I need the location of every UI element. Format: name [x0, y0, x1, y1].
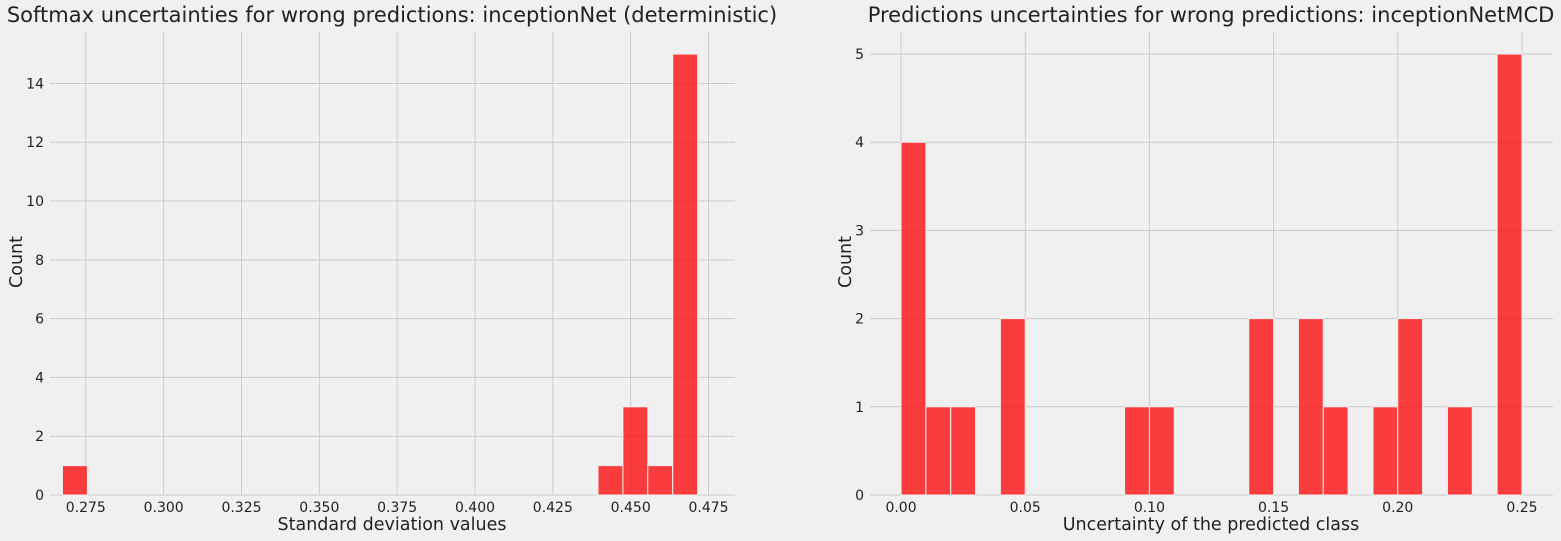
chart-left-y-tick-label: 10: [26, 194, 44, 210]
chart-left-y-tick-label: 6: [35, 312, 44, 328]
chart-right-y-tick-label: 1: [855, 400, 864, 416]
chart-left-x-tick-label: 0.475: [688, 500, 728, 516]
chart-right-bar: [1297, 318, 1324, 496]
chart-left-bar: [672, 53, 699, 496]
chart-right-bar: [925, 406, 952, 496]
chart-left-y-tick-label: 12: [26, 135, 44, 151]
chart-left-x-tick-label: 0.275: [66, 500, 106, 516]
chart-right-bar: [1372, 406, 1399, 496]
chart-right-bar: [1248, 318, 1275, 496]
chart-right: Predictions uncertainties for wrong pred…: [836, 3, 1554, 535]
chart-left-bar: [597, 465, 624, 496]
chart-left-x-tick-label: 0.325: [221, 500, 261, 516]
chart-right-title: Predictions uncertainties for wrong pred…: [868, 3, 1555, 27]
chart-right-bar: [900, 141, 927, 496]
chart-left-bar: [61, 465, 88, 496]
chart-left: Softmax uncertainties for wrong predicti…: [7, 3, 777, 535]
chart-right-x-tick-label: 0.10: [1134, 500, 1165, 516]
chart-left-x-tick-label: 0.300: [144, 500, 184, 516]
chart-left-grid: [50, 32, 735, 496]
chart-left-y-tick-label: 8: [35, 253, 44, 269]
chart-right-bar: [1124, 406, 1150, 496]
chart-right-y-tick-label: 2: [855, 312, 864, 328]
chart-right-bar: [1397, 318, 1424, 496]
chart-left-y-ticks: 0 2 4 6 8 10 12 14: [26, 76, 44, 504]
chart-right-bar: [999, 318, 1026, 496]
chart-right-y-tick-label: 0: [855, 488, 864, 504]
chart-right-bar: [1148, 406, 1175, 496]
chart-right-y-tick-label: 4: [855, 135, 864, 151]
chart-right-bar: [1496, 53, 1523, 496]
chart-right-bar: [1446, 406, 1473, 496]
chart-right-x-tick-label: 0.25: [1506, 500, 1537, 516]
chart-right-x-tick-label: 0.20: [1382, 500, 1413, 516]
chart-right-y-ticks: 0 1 2 3 4 5: [855, 47, 864, 504]
chart-left-x-tick-label: 0.350: [299, 500, 339, 516]
chart-left-x-tick-label: 0.425: [533, 500, 573, 516]
chart-left-y-tick-label: 4: [35, 370, 44, 386]
chart-left-x-tick-label: 0.375: [377, 500, 417, 516]
chart-left-y-tick-label: 14: [26, 76, 44, 92]
chart-left-x-ticks: 0.275 0.300 0.325 0.350 0.375 0.400 0.425 0.450…: [66, 500, 729, 516]
chart-left-bar: [647, 465, 674, 496]
chart-right-x-tick-label: 0.00: [885, 500, 916, 516]
chart-left-bars: [61, 53, 699, 496]
chart-right-bar: [1322, 406, 1349, 496]
chart-right-x-ticks: 0.00 0.05 0.10 0.15 0.20 0.25: [885, 500, 1537, 516]
chart-right-bars: [900, 53, 1523, 496]
chart-left-y-tick-label: 0: [35, 488, 44, 504]
chart-left-title: Softmax uncertainties for wrong predicti…: [7, 3, 777, 27]
chart-left-x-tick-label: 0.450: [611, 500, 651, 516]
chart-right-y-tick-label: 3: [855, 223, 864, 239]
chart-left-x-axis-label: Standard deviation values: [278, 515, 507, 535]
chart-left-bar: [622, 406, 649, 496]
chart-left-x-tick-label: 0.400: [455, 500, 495, 516]
chart-left-y-axis-label: Count: [7, 236, 27, 288]
chart-right-x-axis-label: Uncertainty of the predicted class: [1063, 515, 1360, 535]
chart-right-y-tick-label: 5: [855, 47, 864, 63]
chart-right-x-tick-label: 0.15: [1258, 500, 1289, 516]
chart-right-x-tick-label: 0.05: [1010, 500, 1041, 516]
chart-right-bar: [950, 406, 977, 496]
chart-left-y-tick-label: 2: [35, 429, 44, 445]
chart-right-y-axis-label: Count: [836, 236, 856, 288]
